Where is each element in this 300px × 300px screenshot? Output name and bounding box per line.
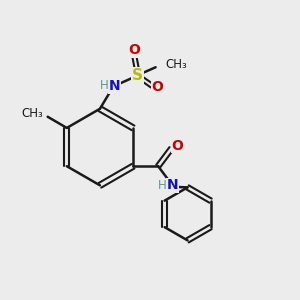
Text: CH₃: CH₃ xyxy=(165,58,187,71)
Text: S: S xyxy=(132,68,143,83)
Text: O: O xyxy=(171,139,183,153)
Text: H: H xyxy=(158,179,166,192)
Text: O: O xyxy=(152,80,163,94)
Text: N: N xyxy=(109,79,121,93)
Text: N: N xyxy=(167,178,179,192)
Text: CH₃: CH₃ xyxy=(22,107,43,120)
Text: O: O xyxy=(128,44,140,58)
Text: H: H xyxy=(99,79,108,92)
